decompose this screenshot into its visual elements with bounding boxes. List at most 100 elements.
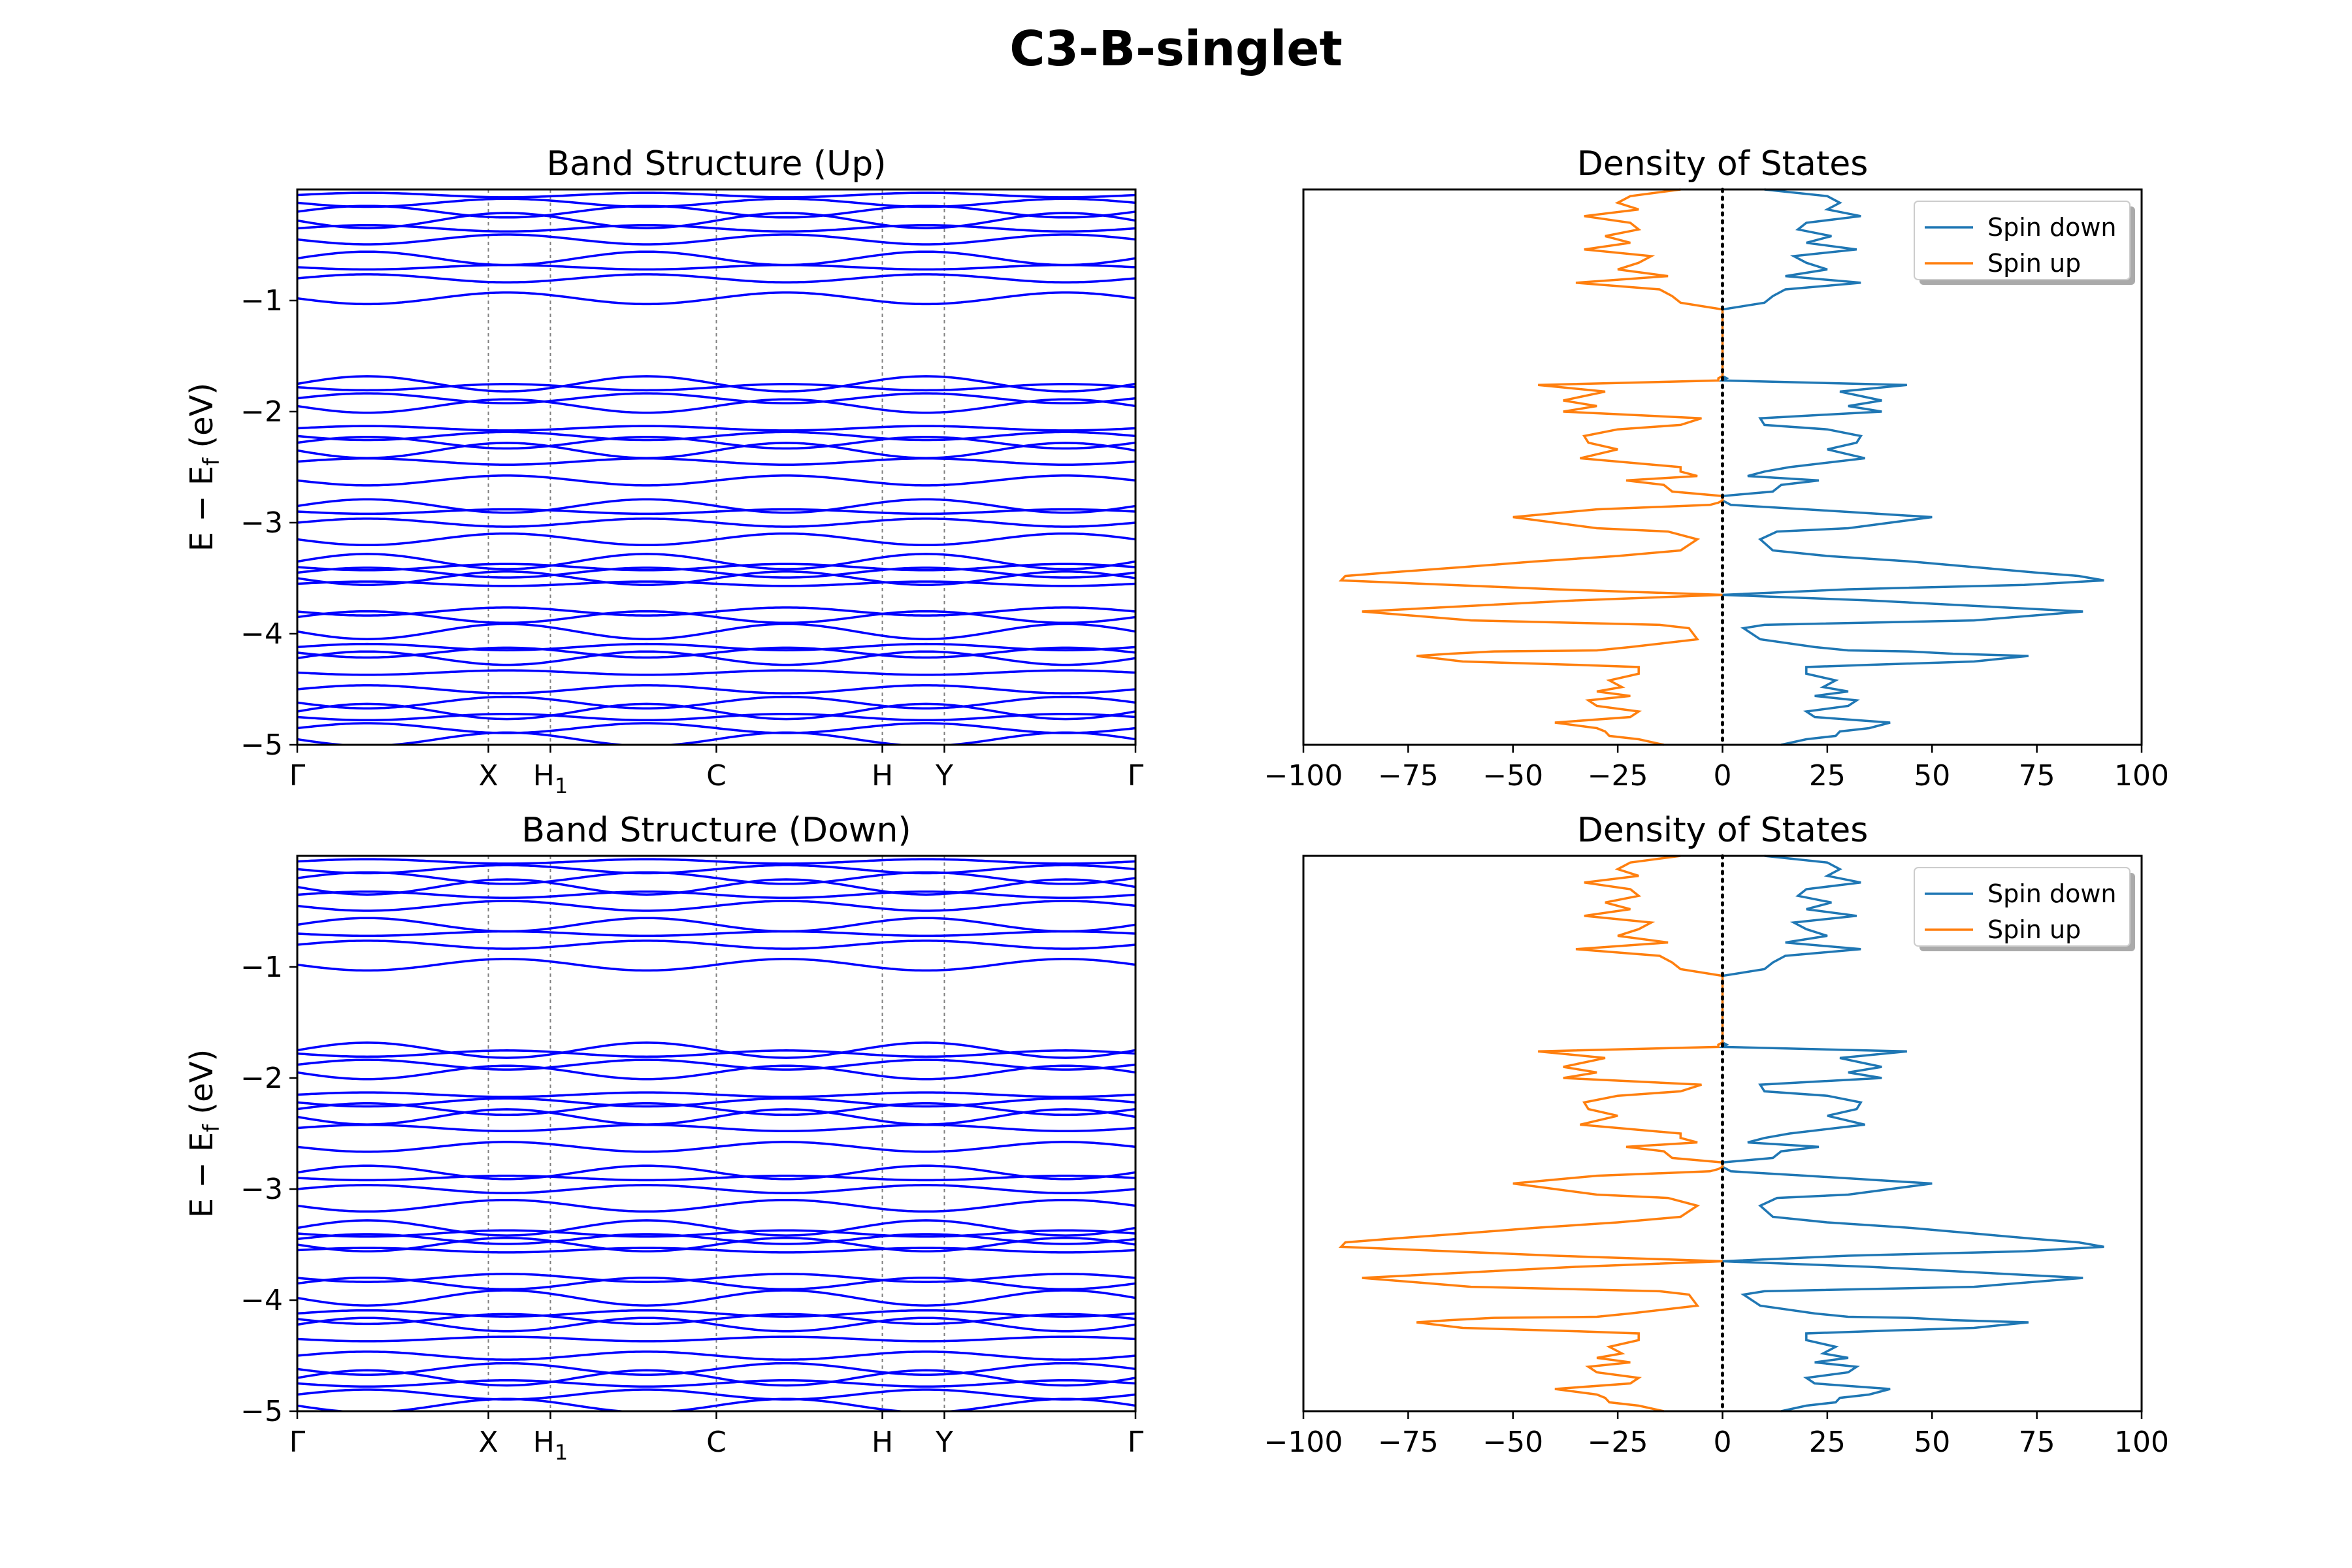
- band-line: [297, 1309, 1135, 1318]
- band-line: [297, 958, 1135, 972]
- kpath-label: Γ: [1128, 1426, 1144, 1459]
- x-tick-label: 0: [1714, 1426, 1732, 1459]
- y-axis-label-subscript: f: [199, 1124, 225, 1132]
- band-line: [297, 383, 1135, 392]
- x-tick-label: 100: [2114, 1426, 2169, 1459]
- dos-panel-1: −100 −75 −50 −25 0 25 50 75 100 Spin down Spin up: [1264, 188, 2169, 792]
- band-line: [297, 642, 1135, 651]
- band-line: [297, 392, 1135, 404]
- y-axis-label: E − Ef (eV): [184, 1049, 225, 1218]
- band-line: [297, 212, 1135, 229]
- band-line: [297, 1091, 1135, 1098]
- band-line: [297, 508, 1135, 515]
- band-line: [297, 580, 1135, 587]
- band-line: [297, 498, 1135, 514]
- panel-title-2: Band Structure (Down): [521, 811, 911, 850]
- kpath-label: Γ: [1128, 759, 1144, 792]
- y-tick-label: −2: [240, 1062, 283, 1095]
- band-line: [297, 375, 1135, 393]
- kpath-label-main: Y: [935, 1426, 953, 1459]
- x-tick-label: 75: [2019, 759, 2055, 792]
- kpath-label: Γ: [289, 759, 306, 792]
- band-line: [297, 1041, 1135, 1059]
- x-tick-label: −50: [1482, 759, 1543, 792]
- kpath-label-main: Y: [935, 759, 953, 792]
- band-line: [297, 858, 1135, 865]
- y-tick-label: −4: [240, 617, 283, 651]
- band-line: [297, 1289, 1135, 1307]
- legend-label: Spin down: [1987, 213, 2117, 242]
- band-line: [297, 1123, 1135, 1133]
- band-line: [297, 606, 1135, 617]
- band-line: [297, 722, 1135, 734]
- panel-title-0: Band Structure (Up): [546, 144, 886, 184]
- band-line: [297, 1276, 1135, 1291]
- band-line: [297, 436, 1135, 450]
- x-tick-label: 25: [1809, 759, 1846, 792]
- kpath-label-main: H: [533, 1426, 555, 1459]
- band-line: [297, 263, 1135, 271]
- y-axis-label-main: E − E: [184, 1132, 220, 1218]
- kpath-label: H: [872, 759, 893, 792]
- legend-box: [1914, 867, 2131, 947]
- band-line: [297, 878, 1135, 896]
- kpath-label: X: [478, 759, 498, 792]
- band-line: [297, 650, 1135, 666]
- bands-group: [297, 858, 1135, 1411]
- band-line: [297, 1313, 1135, 1326]
- band-line: [297, 197, 1135, 208]
- kpath-label: X: [478, 1426, 498, 1459]
- y-tick-label: −3: [240, 1173, 283, 1206]
- band-line: [297, 864, 1135, 875]
- band-line: [297, 250, 1135, 267]
- kpath-label-subscript: 1: [555, 1440, 568, 1465]
- band-line: [297, 917, 1135, 933]
- band-line: [297, 1164, 1135, 1181]
- band-line: [297, 1388, 1135, 1401]
- band-panel-2: −1−2−3−4−5Γ X H1 C H Y ΓE − Ef (eV): [184, 855, 1144, 1465]
- kpath-label-main: C: [706, 759, 727, 792]
- kpath-label: H1: [533, 759, 568, 798]
- band-line: [297, 731, 1135, 745]
- y-tick-label: −5: [240, 728, 283, 762]
- band-line: [297, 204, 1135, 219]
- band-line: [297, 1049, 1135, 1058]
- band-line: [297, 1369, 1135, 1387]
- band-line: [297, 191, 1135, 199]
- figure-title: C3-B-singlet: [1009, 21, 1343, 77]
- band-line: [297, 1097, 1135, 1108]
- band-line: [297, 871, 1135, 885]
- y-tick-label: −1: [240, 284, 283, 318]
- kpath-label-main: Γ: [289, 1426, 306, 1459]
- kpath-label-main: H: [872, 1426, 893, 1459]
- band-line: [297, 1350, 1135, 1361]
- band-line: [297, 570, 1135, 586]
- dos-series-spin-down: [1718, 855, 2104, 1413]
- y-axis-label-main: E − E: [184, 466, 220, 551]
- band-line: [297, 1141, 1135, 1153]
- band-line: [297, 702, 1135, 721]
- kpath-label-main: Γ: [1128, 1426, 1144, 1459]
- panel-title-1: Density of States: [1577, 144, 1869, 184]
- x-tick-label: −25: [1588, 1426, 1648, 1459]
- kpath-label-main: H: [533, 759, 555, 792]
- band-line: [297, 1379, 1135, 1388]
- kpath-label: Γ: [289, 1426, 306, 1459]
- x-tick-label: 75: [2019, 1426, 2055, 1459]
- band-line: [297, 646, 1135, 659]
- y-axis-label-unit: (eV): [184, 383, 220, 458]
- band-line: [297, 474, 1135, 487]
- band-line: [297, 1237, 1135, 1252]
- kpath-label-main: X: [478, 759, 498, 792]
- band-line: [297, 1229, 1135, 1238]
- band-line: [297, 398, 1135, 414]
- band-line: [297, 566, 1135, 579]
- x-tick-label: 25: [1809, 1426, 1846, 1459]
- band-line: [297, 1174, 1135, 1182]
- y-tick-label: −4: [240, 1284, 283, 1317]
- band-line: [297, 532, 1135, 547]
- kpath-label-subscript: 1: [555, 774, 568, 798]
- y-axis-label-subscript: f: [199, 457, 225, 466]
- y-tick-label: −5: [240, 1395, 283, 1428]
